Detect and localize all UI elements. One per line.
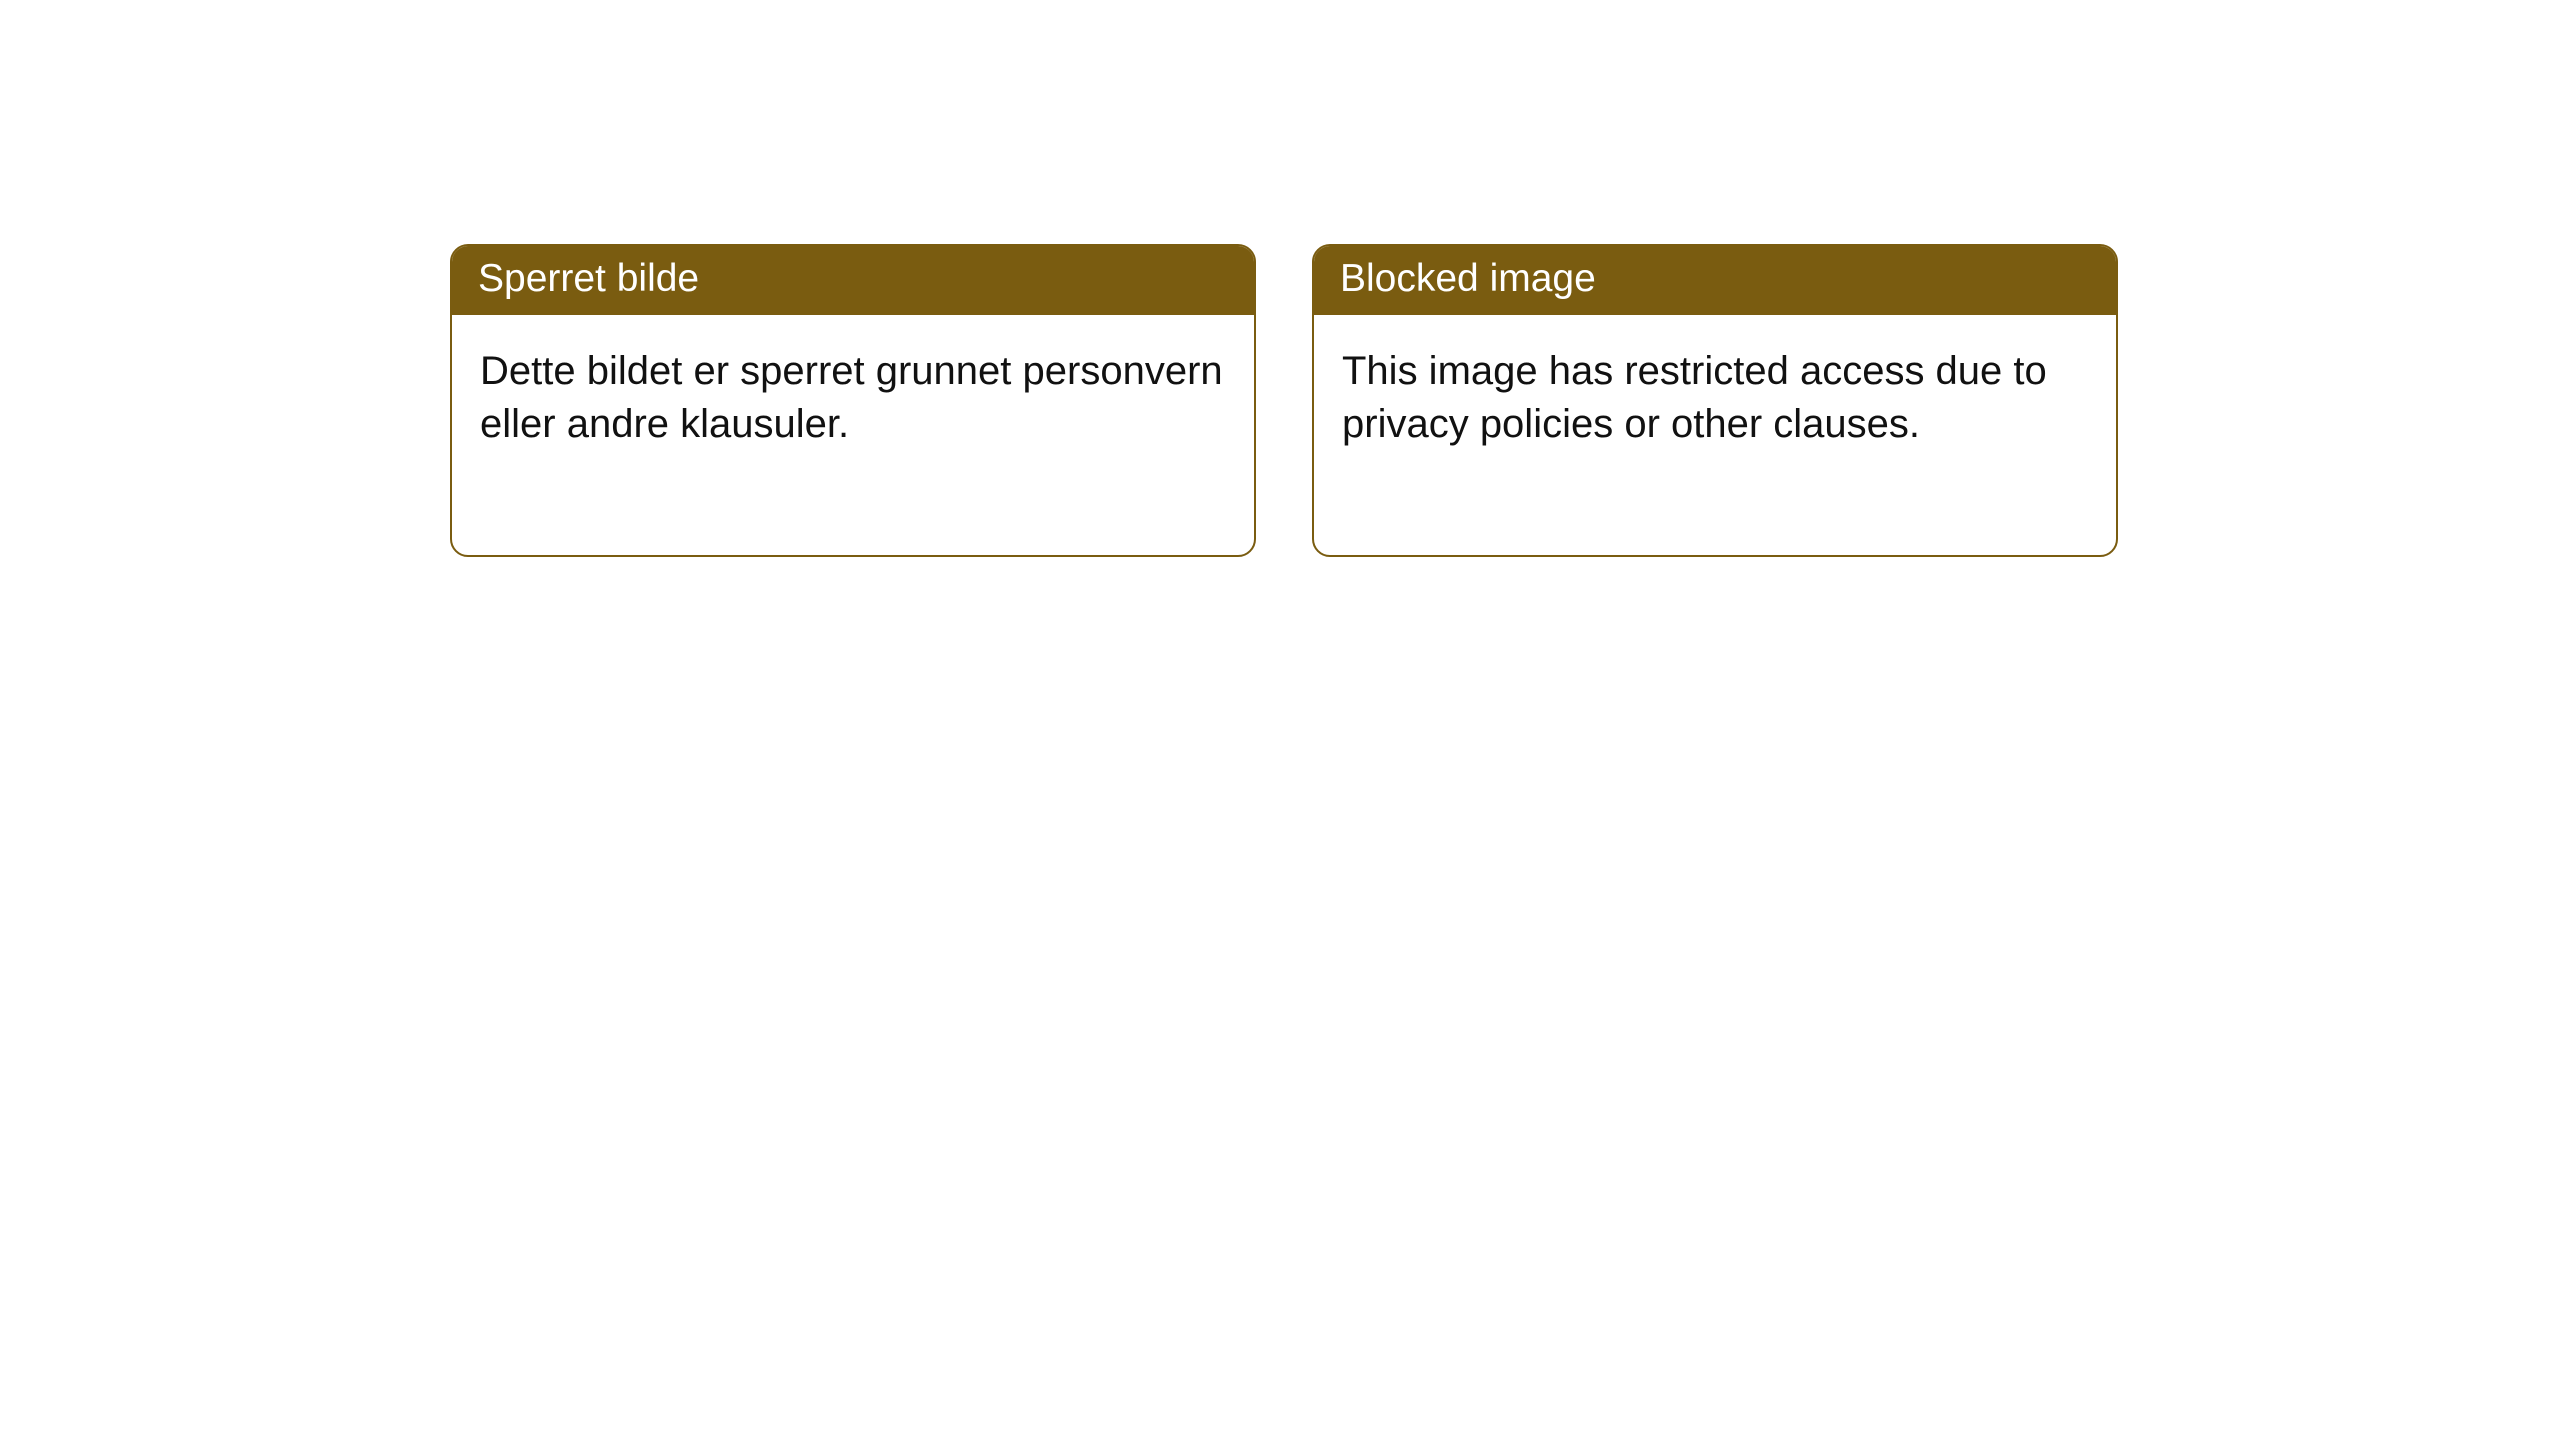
notice-cards-container: Sperret bilde Dette bildet er sperret gr… — [450, 244, 2118, 557]
notice-card-english: Blocked image This image has restricted … — [1312, 244, 2118, 557]
card-title: Blocked image — [1340, 257, 1596, 300]
card-body-text: Dette bildet er sperret grunnet personve… — [480, 349, 1223, 446]
card-body: This image has restricted access due to … — [1314, 315, 2116, 555]
card-header: Sperret bilde — [452, 246, 1254, 315]
card-header: Blocked image — [1314, 246, 2116, 315]
notice-card-norwegian: Sperret bilde Dette bildet er sperret gr… — [450, 244, 1256, 557]
card-title: Sperret bilde — [478, 257, 699, 300]
card-body-text: This image has restricted access due to … — [1342, 349, 2047, 446]
card-body: Dette bildet er sperret grunnet personve… — [452, 315, 1254, 555]
